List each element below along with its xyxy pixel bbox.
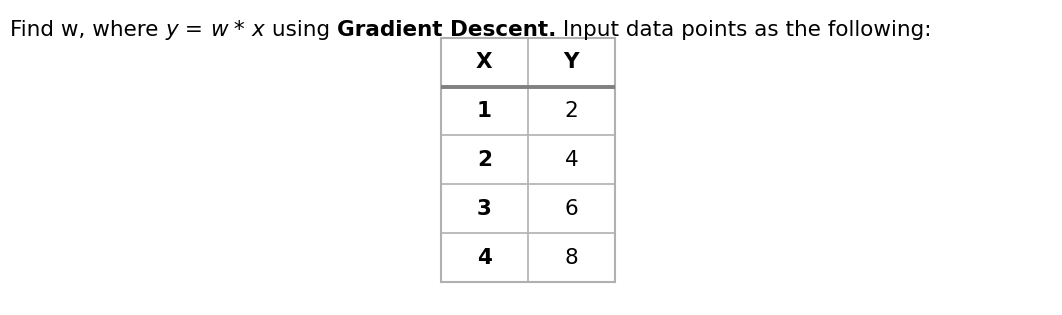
Text: 2: 2 xyxy=(565,101,578,121)
Bar xyxy=(441,38,615,282)
Text: 3: 3 xyxy=(477,199,492,219)
Text: 4: 4 xyxy=(477,248,492,267)
Text: Find w, where: Find w, where xyxy=(10,20,166,40)
Text: w: w xyxy=(210,20,227,40)
Text: X: X xyxy=(476,52,493,72)
Text: Y: Y xyxy=(564,52,579,72)
Text: Input data points as the following:: Input data points as the following: xyxy=(556,20,931,40)
Text: *: * xyxy=(227,20,252,40)
Text: Gradient Descent.: Gradient Descent. xyxy=(337,20,556,40)
Text: =: = xyxy=(178,20,210,40)
Text: 6: 6 xyxy=(565,199,578,219)
Text: x: x xyxy=(252,20,264,40)
Text: 8: 8 xyxy=(565,248,578,267)
Text: 4: 4 xyxy=(565,150,578,170)
Text: using: using xyxy=(264,20,337,40)
Text: y: y xyxy=(166,20,178,40)
Text: 2: 2 xyxy=(477,150,492,170)
Text: 1: 1 xyxy=(477,101,492,121)
